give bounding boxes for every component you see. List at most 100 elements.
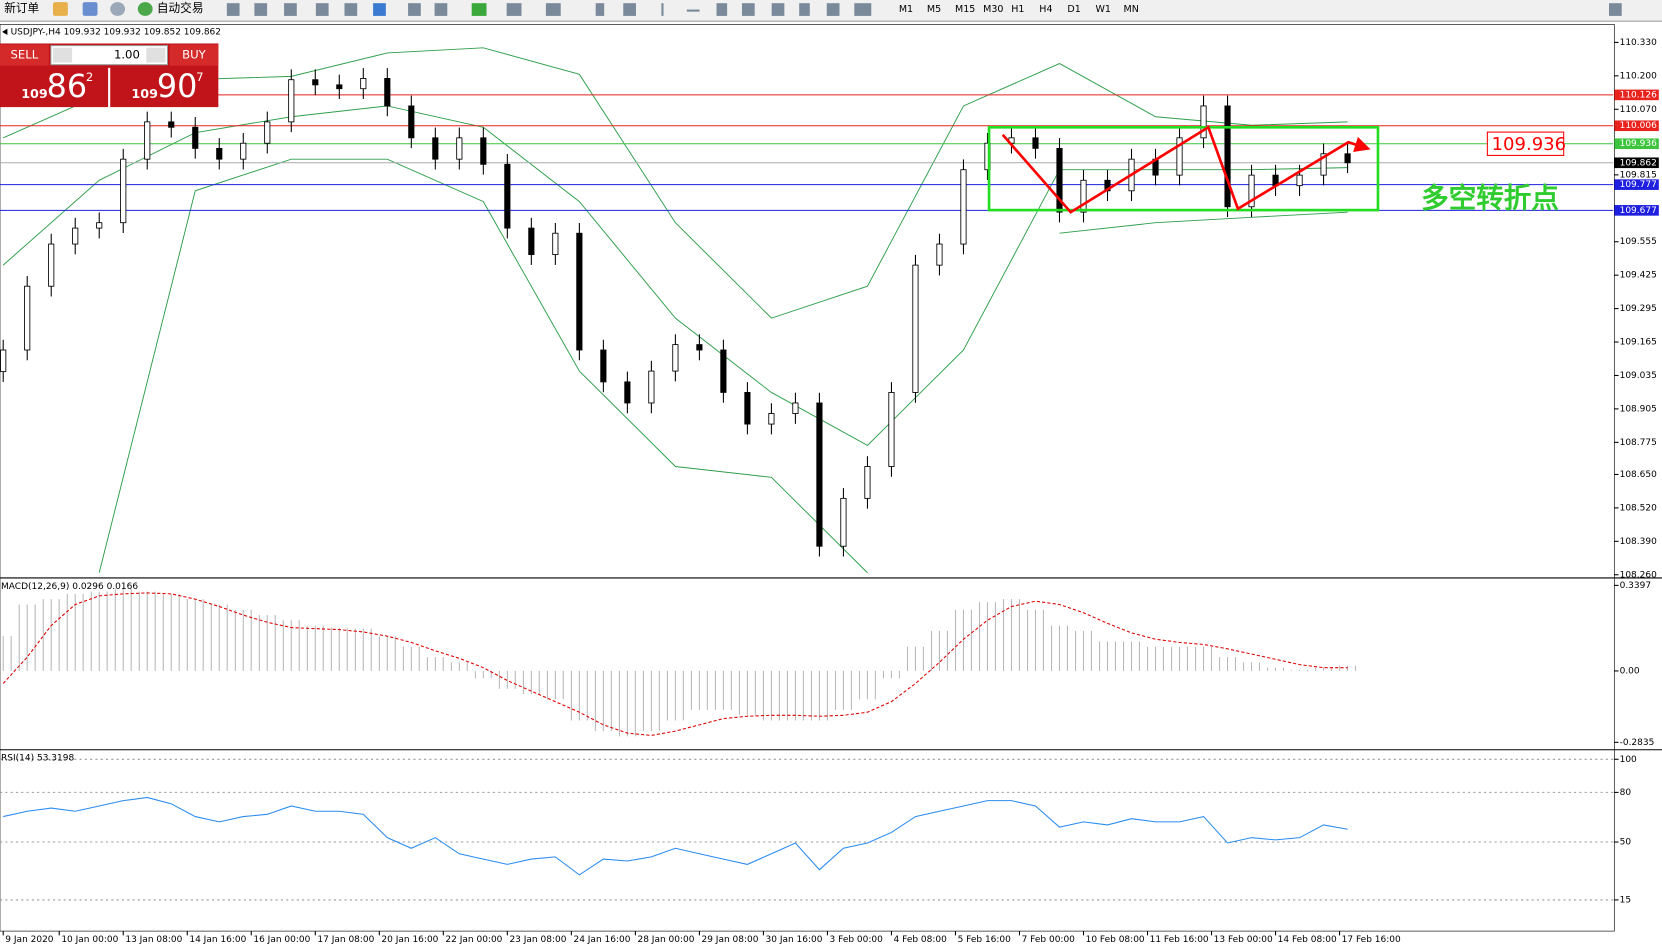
y-tick-label: 0.3397 [1620,581,1651,591]
collapse-icon[interactable] [2,28,8,35]
tool-icon[interactable] [826,3,840,16]
sell-price-big[interactable]: 109 [21,86,48,101]
y-tick-label: 110.330 [1620,38,1657,48]
timeframe-button[interactable]: M15 [955,4,975,15]
candle-body [528,227,535,256]
toolbar-icon[interactable] [137,2,153,16]
new-order-button[interactable]: 新订单 [4,1,39,15]
candle-body [600,349,607,383]
timeframe-bar: M1 M5 M15 M30 H1 H4 D1 W1 MN [899,4,1139,15]
tool-icon[interactable] [315,3,329,16]
price-label-box [1486,131,1565,156]
tool-icon[interactable] [254,3,268,16]
candle-body [624,381,631,404]
tool-icon[interactable] [595,3,605,16]
chart-frame [0,24,1615,932]
y-tick-label: 108.905 [1620,404,1657,414]
candle-body [264,121,271,144]
candle-body [216,147,223,160]
x-tick-label: 9 Jan 2020 [5,935,53,945]
buy-price-main[interactable]: 90 [157,68,197,105]
y-tick-label: 108.650 [1620,470,1657,480]
candle-body [816,402,823,547]
tool-icon[interactable] [373,3,386,16]
tool-icon[interactable] [854,3,872,16]
price-level-label: 109.677 [1620,206,1657,216]
timeframe-button[interactable]: M5 [927,4,941,15]
timeframe-button[interactable]: H1 [1011,4,1024,15]
timeframe-button[interactable]: W1 [1095,4,1110,15]
y-tick-label: 109.555 [1620,237,1657,247]
x-tick-label: 10 Jan 00:00 [61,935,118,945]
tool-icon[interactable] [741,3,755,16]
y-tick-label: 109.035 [1620,371,1657,381]
timeframe-button[interactable]: H4 [1039,4,1052,15]
sell-price-main[interactable]: 86 [47,68,87,105]
tool-icon[interactable] [226,3,240,16]
y-tick-label: 108.520 [1620,503,1657,513]
tool-icon[interactable] [284,3,297,16]
axis: RSI(14) 53.3198 100 80 50 15 9 Jan 2020 10 Jan… [1,754,1637,945]
tool-icon[interactable] [686,9,700,12]
tool-icon[interactable] [623,3,636,16]
timeframe-button[interactable]: D1 [1067,4,1080,15]
toolbar-icon[interactable] [52,2,68,16]
x-tick-label: 28 Jan 00:00 [637,935,694,945]
candle-body [1080,179,1087,213]
tool-icon[interactable] [506,3,522,16]
timeframe-button[interactable]: MN [1124,4,1139,15]
toolbar-icons [226,3,1622,16]
toolbar-icon[interactable] [82,2,98,16]
tool-icon[interactable] [434,3,448,16]
lot-down[interactable] [52,47,73,63]
x-tick-label: 29 Jan 08:00 [702,935,759,945]
y-tick-label: 80 [1620,788,1632,798]
axis: MACD(12,26,9) 0.0296 0.0166 0.3397 0.00 -0.… [1,581,1654,748]
toolbar-icon[interactable] [110,2,126,16]
tool-icon[interactable] [716,3,728,16]
x-tick-label: 5 Feb 16:00 [958,935,1012,945]
candle-body [864,466,871,499]
buy-price-small[interactable]: 7 [196,70,203,84]
y-tick-label: 0.00 [1620,666,1640,676]
candle-body [720,349,727,393]
lot-up[interactable] [146,47,166,63]
sell-label[interactable]: SELL [10,48,38,62]
buy-button[interactable] [169,44,219,66]
auto-trading-button[interactable]: 自动交易 [157,1,204,15]
panel-title: RSI(14) 53.3198 [1,754,74,764]
sell-price-small[interactable]: 2 [86,70,93,84]
sell-button[interactable] [0,44,49,66]
tool-icon[interactable] [661,3,664,16]
buy-label[interactable]: BUY [182,48,207,62]
tool-icon[interactable] [799,3,810,16]
tool-icon[interactable] [344,3,358,16]
lot-field[interactable] [50,45,169,66]
candle-body [192,126,199,149]
price-level-label: 110.006 [1620,121,1657,131]
buy-price-big[interactable]: 109 [131,86,158,101]
lot-value[interactable]: 1.00 [114,48,140,62]
x-tick-label: 11 Feb 16:00 [1150,935,1209,945]
candle-body [1296,174,1303,187]
tool-icon[interactable] [471,3,487,16]
y-tick-label: 110.200 [1620,71,1657,81]
candle-body [144,121,151,160]
candle-body [288,79,295,123]
tool-icon[interactable] [545,3,561,16]
highlight-box [987,125,1380,212]
panel [0,758,1614,901]
macd-signal [2,592,1348,736]
timeframe-button[interactable]: M1 [899,4,913,15]
panel [2,588,1357,737]
tool-icon[interactable] [771,3,785,16]
x-tick-label: 30 Jan 16:00 [766,935,823,945]
candle-body [480,137,487,165]
price-level-label: 109.777 [1620,180,1657,190]
y-tick-label: 15 [1620,895,1631,905]
search-icon[interactable] [1609,3,1622,16]
timeframe-button[interactable]: M30 [983,4,1003,15]
tool-icon[interactable] [408,3,421,16]
candle-body [912,264,919,393]
bollinger-band [2,47,1348,319]
